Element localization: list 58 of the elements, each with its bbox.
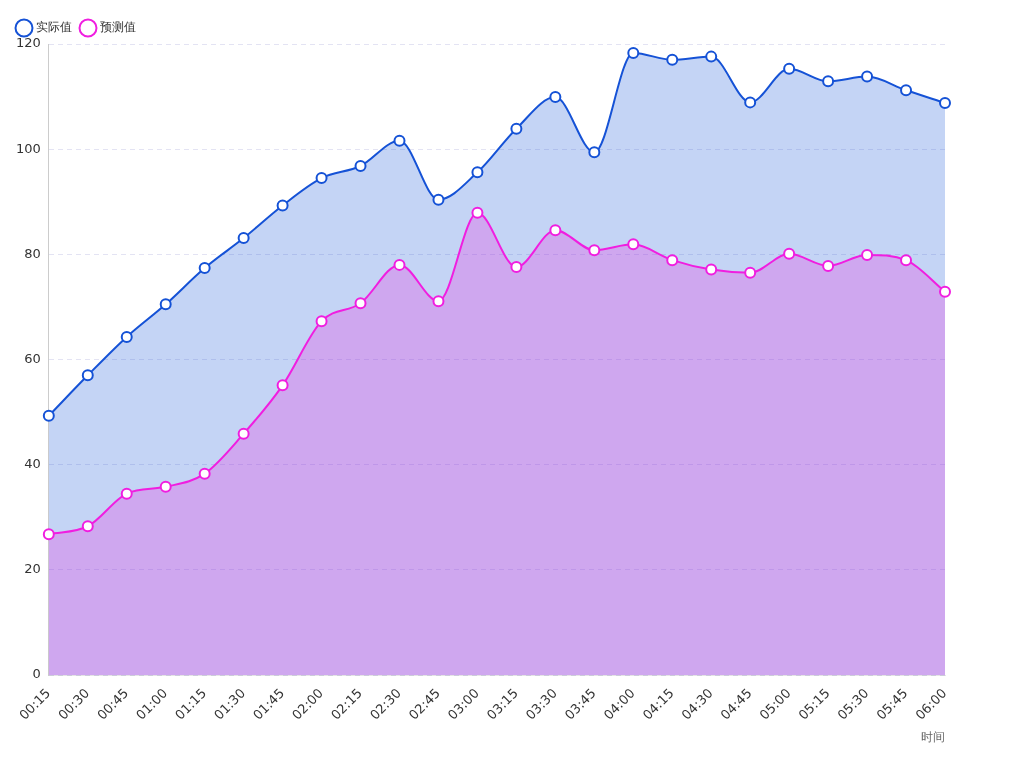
point [159,480,172,493]
point [42,528,55,541]
point [315,172,328,185]
point [744,96,757,109]
x-axis-title: 时间 [921,729,945,744]
point [549,224,562,237]
point [822,259,835,272]
y-tick-label: 40 [24,456,41,472]
point [666,53,679,66]
point [393,258,406,271]
point [81,369,94,382]
point [861,70,874,83]
point [81,520,94,533]
point [588,244,601,257]
point [549,91,562,104]
point [666,254,679,267]
point [354,297,367,310]
point [822,75,835,88]
point [432,193,445,206]
point [354,160,367,173]
y-tick-label: 0 [32,666,41,682]
y-tick-label: 80 [24,245,41,261]
y-tick-label: 100 [15,140,41,156]
point [939,96,951,109]
legend-label: 实际值 [36,20,72,35]
point [510,122,523,135]
point [900,254,913,267]
point [471,166,484,179]
point [198,262,211,275]
point [237,427,250,440]
point [159,298,172,311]
point [393,134,406,147]
point [627,238,640,251]
point [42,409,55,422]
point [900,84,913,97]
legend-label: 预测值 [100,20,136,35]
y-tick-label: 20 [24,561,41,577]
point [237,232,250,245]
point [783,62,796,75]
point [432,295,445,308]
point [588,146,601,159]
point [705,50,718,63]
point [471,206,484,219]
point [705,263,718,276]
point [627,46,640,59]
point [198,467,211,480]
y-tick-label: 120 [15,35,41,51]
point [315,315,328,328]
point [783,247,796,260]
point [939,285,951,298]
point [276,199,289,212]
point [744,266,757,279]
y-tick-label: 60 [24,350,41,366]
point [276,379,289,392]
point [510,260,523,273]
point [861,248,874,261]
point [120,487,133,500]
point [120,330,133,343]
